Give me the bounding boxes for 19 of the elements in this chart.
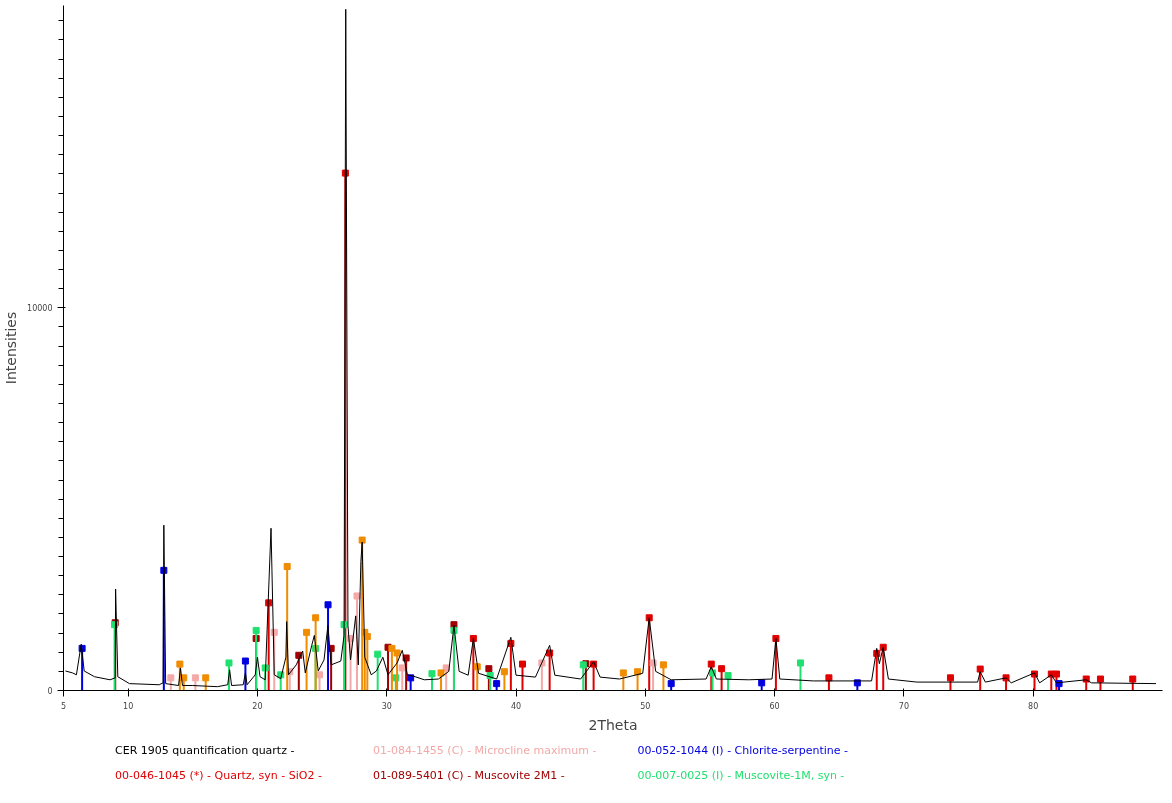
text: 01-084-1455 (C) - Microcline maximum -: [372, 744, 597, 757]
x-tick-label: 40: [510, 701, 522, 711]
x-tick-label: 80: [1028, 701, 1039, 711]
text: 01-089-5401 (C) - Muscovite 2M1 -: [372, 769, 565, 782]
text: CER 1905 quantification quartz -: [115, 744, 295, 757]
x-axis-title: 2Theta: [588, 716, 638, 733]
x-tick-label: 60: [769, 701, 780, 711]
x-tick-label: 20: [252, 701, 263, 711]
y-tick-label: 0: [47, 687, 53, 696]
y-tick-label: 10000: [27, 304, 53, 314]
text: 00-052-1044 (I) - Chlorite-serpentine -: [637, 744, 849, 757]
x-tick-label: 5: [60, 701, 67, 711]
text: 00-046-1045 (*) - Quartz, syn - SiO2 -: [115, 769, 322, 782]
y-axis-title: Intensities: [3, 311, 20, 385]
x-tick-label: 50: [640, 701, 651, 711]
x-tick-label: 10: [123, 701, 134, 711]
text: 00-007-0025 (I) - Muscovite-1M, syn -: [637, 769, 845, 782]
x-tick-label: 70: [898, 701, 910, 711]
x-tick-label: 30: [381, 701, 392, 711]
